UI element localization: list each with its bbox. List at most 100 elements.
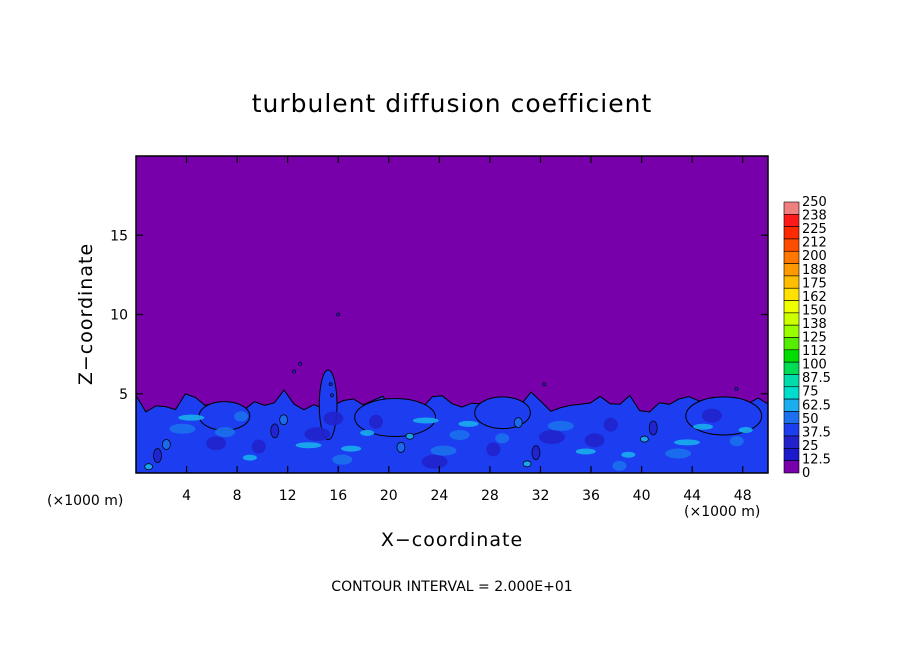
- colorbar-label: 12.5: [802, 452, 831, 467]
- turbulence-cell: [341, 445, 362, 452]
- turbulence-cell: [513, 417, 523, 428]
- turbulence-cell: [369, 414, 384, 429]
- turbulence-cell: [639, 435, 649, 443]
- colorbar-swatch: [783, 226, 800, 240]
- colorbar-swatch: [783, 324, 800, 338]
- turbulence-cell: [522, 460, 532, 468]
- turbulence-cell: [665, 448, 692, 459]
- x-tick-label: 16: [329, 488, 347, 504]
- turbulence-cell: [412, 417, 439, 424]
- boundary-layer-field: [136, 312, 768, 473]
- turbulence-cell: [648, 420, 658, 436]
- turbulence-cell: [693, 423, 714, 430]
- colorbar-label: 100: [802, 358, 827, 373]
- turbulence-cell: [405, 432, 415, 440]
- turbulence-cell: [495, 433, 510, 444]
- x-unit-left: (×1000 m): [47, 493, 123, 509]
- y-tick-label: 15: [110, 228, 128, 244]
- colorbar-label: 175: [802, 276, 827, 291]
- chart-title: turbulent diffusion coefficient: [252, 89, 653, 118]
- x-tick-label: 28: [481, 488, 499, 504]
- x-tick-label: 4: [182, 488, 191, 504]
- turbulence-cell: [486, 442, 501, 457]
- turbulence-cell: [538, 430, 565, 445]
- colorbar-label: 125: [802, 331, 827, 346]
- colorbar-label: 25: [802, 439, 819, 454]
- turbulence-cell: [161, 439, 171, 450]
- turbulence-cell: [584, 433, 605, 448]
- colorbar-label: 162: [802, 290, 827, 305]
- speck: [330, 393, 334, 398]
- y-axis-label: Z−coordinate: [75, 243, 97, 385]
- turbulence-cell: [673, 439, 700, 446]
- turbulence-cell: [421, 454, 448, 469]
- turbulence-cell: [603, 417, 618, 432]
- colorbar-swatch: [783, 250, 800, 264]
- colorbar-label: 200: [802, 249, 827, 264]
- colorbar-label: 150: [802, 303, 827, 318]
- y-axis-ticks: 5 10 15: [110, 228, 768, 403]
- speck: [292, 369, 296, 374]
- colorbar-swatch: [783, 460, 800, 474]
- colorbar-swatch: [783, 423, 800, 437]
- colorbar: 2502382252122001881751621501381251121008…: [783, 195, 831, 481]
- colorbar-label: 250: [802, 195, 827, 210]
- colorbar-swatch: [783, 374, 800, 388]
- turbulence-cell: [144, 463, 154, 471]
- turbulence-cell: [396, 441, 406, 453]
- colorbar-swatch: [783, 300, 800, 314]
- colorbar-swatch: [783, 435, 800, 449]
- colorbar-swatch: [783, 201, 800, 215]
- colorbar-swatch: [783, 312, 800, 326]
- y-tick-label: 10: [110, 308, 128, 324]
- colorbar-swatch: [783, 448, 800, 461]
- speck: [298, 361, 303, 366]
- turbulence-cell: [360, 429, 375, 436]
- turbulence-cell: [323, 411, 344, 426]
- x-unit-right: (×1000 m): [684, 504, 760, 520]
- colorbar-swatch: [783, 337, 800, 351]
- turbulence-cell: [234, 411, 249, 422]
- colorbar-swatch: [783, 349, 800, 363]
- turbulence-cell: [701, 408, 722, 423]
- colorbar-swatch: [783, 411, 800, 425]
- colorbar-label: 0: [802, 466, 810, 481]
- colorbar-swatch: [783, 275, 800, 289]
- turbulence-cell: [295, 442, 322, 449]
- x-tick-label: 48: [734, 488, 752, 504]
- colorbar-label: 37.5: [802, 425, 831, 440]
- x-tick-label: 8: [233, 488, 242, 504]
- x-axis-ticks: 4 8 12 16 20 24 28 32 36 40 44 48: [182, 156, 752, 504]
- turbulence-cell: [251, 439, 266, 454]
- speck: [542, 382, 547, 387]
- colorbar-label: 75: [802, 385, 819, 400]
- turbulence-cell: [332, 454, 353, 465]
- turbulence-cell: [178, 414, 205, 421]
- x-tick-label: 12: [279, 488, 297, 504]
- x-axis-label: X−coordinate: [381, 529, 523, 551]
- x-tick-label: 36: [582, 488, 600, 504]
- speck: [328, 382, 333, 387]
- colorbar-label: 212: [802, 236, 827, 251]
- turbulence-cell: [458, 420, 479, 427]
- colorbar-swatch: [783, 238, 800, 252]
- colorbar-swatch: [783, 398, 800, 412]
- turbulence-cell: [575, 448, 596, 455]
- colorbar-swatch: [783, 287, 800, 301]
- x-tick-label: 40: [633, 488, 651, 504]
- turbulence-cell: [738, 427, 753, 434]
- x-tick-label: 32: [532, 488, 550, 504]
- turbulence-cell: [270, 423, 280, 439]
- turbulence-cell: [242, 454, 257, 461]
- turbulence-cell: [531, 445, 541, 461]
- colorbar-swatch: [783, 386, 800, 400]
- turbulence-cell: [214, 427, 235, 438]
- x-tick-label: 20: [380, 488, 398, 504]
- colorbar-swatch: [783, 263, 800, 277]
- colorbar-label: 50: [802, 412, 819, 427]
- y-tick-label: 5: [119, 387, 128, 403]
- speck: [336, 312, 341, 317]
- colorbar-label: 138: [802, 317, 827, 332]
